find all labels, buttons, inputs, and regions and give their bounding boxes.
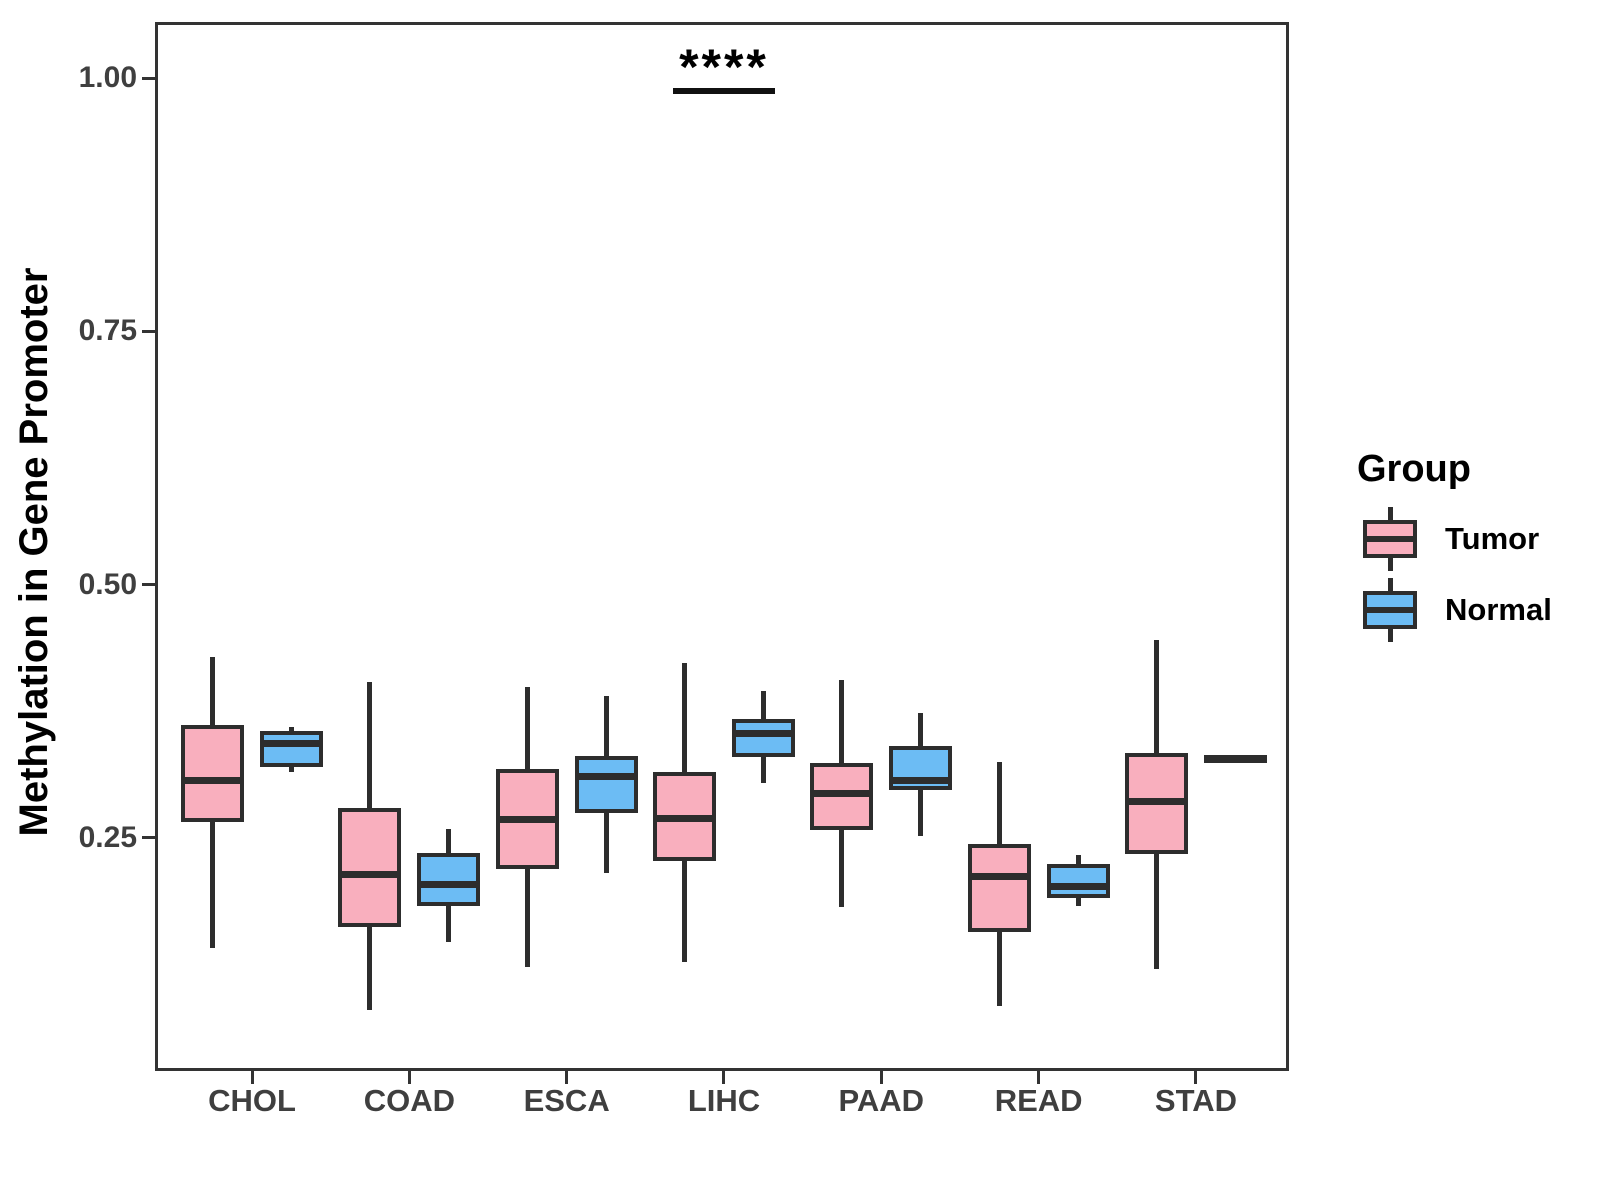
x-tick-label-paad: PAAD xyxy=(838,1083,925,1118)
box-stad-tumor-whisker-high xyxy=(1153,640,1159,757)
x-axis-tick xyxy=(1194,1071,1198,1084)
y-tick-label: 0.75 xyxy=(78,314,137,348)
box-paad-tumor-median xyxy=(810,789,874,797)
box-chol-normal-median xyxy=(260,740,323,748)
legend-key-median xyxy=(1363,536,1417,542)
box-coad-tumor-whisker-high xyxy=(367,681,373,812)
x-tick-label-read: READ xyxy=(994,1083,1083,1118)
legend-item-tumor: Tumor xyxy=(1363,506,1539,572)
box-paad-normal-whisker-high xyxy=(918,713,924,750)
box-lihc-tumor-whisker-low xyxy=(681,857,687,962)
legend-label: Normal xyxy=(1445,592,1552,627)
box-lihc-normal-whisker-low xyxy=(760,752,766,784)
box-lihc-normal-iqr xyxy=(731,719,795,757)
box-read-normal-whisker-low xyxy=(1075,893,1081,906)
legend-key-boxplot-icon xyxy=(1363,578,1417,642)
x-tick-label-esca: ESCA xyxy=(523,1083,610,1118)
box-paad-tumor-whisker-low xyxy=(839,825,845,907)
box-coad-normal-median xyxy=(417,881,481,889)
y-axis-tick xyxy=(142,836,155,840)
y-axis-tick xyxy=(142,76,155,80)
box-chol-tumor-median xyxy=(181,776,244,784)
box-coad-tumor-iqr xyxy=(338,807,402,928)
y-axis-tick xyxy=(142,329,155,333)
box-read-tumor-iqr xyxy=(967,844,1031,933)
box-coad-normal-iqr xyxy=(417,853,481,906)
x-axis-tick xyxy=(722,1071,726,1084)
y-tick-label: 1.00 xyxy=(78,61,137,94)
box-read-normal-whisker-high xyxy=(1075,855,1081,869)
box-lihc-tumor-whisker-high xyxy=(681,662,687,777)
x-tick-label-chol: CHOL xyxy=(208,1083,296,1118)
y-axis-tick xyxy=(142,583,155,587)
legend-key-boxplot-icon xyxy=(1363,507,1417,571)
box-coad-normal-whisker-high xyxy=(446,828,452,858)
box-chol-tumor-iqr xyxy=(181,724,244,822)
legend-key-median xyxy=(1363,607,1417,613)
box-coad-tumor-median xyxy=(338,870,402,878)
box-esca-normal-iqr xyxy=(574,755,638,813)
box-stad-tumor-median xyxy=(1124,797,1188,805)
box-coad-normal-whisker-low xyxy=(446,901,452,943)
x-tick-label-coad: COAD xyxy=(363,1083,455,1118)
legend-label: Tumor xyxy=(1445,521,1540,556)
legend-item-normal: Normal xyxy=(1363,577,1552,643)
significance-bracket xyxy=(672,88,775,95)
box-esca-normal-median xyxy=(574,772,638,780)
box-lihc-normal-whisker-high xyxy=(760,691,766,724)
box-esca-normal-whisker-high xyxy=(603,696,609,760)
x-tick-label-lihc: LIHC xyxy=(687,1083,761,1118)
box-read-tumor-whisker-high xyxy=(996,761,1002,849)
x-axis-tick xyxy=(565,1071,569,1084)
box-chol-normal-iqr xyxy=(260,730,323,767)
box-read-tumor-median xyxy=(967,872,1031,880)
y-tick-label: 0.25 xyxy=(78,820,137,854)
box-paad-tumor-whisker-high xyxy=(839,679,845,768)
box-chol-normal-whisker-high xyxy=(289,726,294,735)
legend-title: Group xyxy=(1357,448,1471,490)
significance-stars: **** xyxy=(679,39,769,96)
box-esca-tumor-median xyxy=(495,816,559,824)
y-tick-label: 0.50 xyxy=(78,567,137,601)
box-read-tumor-whisker-low xyxy=(996,928,1002,1007)
box-paad-normal-median xyxy=(889,776,953,784)
box-esca-normal-whisker-low xyxy=(603,808,609,874)
box-chol-normal-whisker-low xyxy=(289,762,294,773)
box-lihc-tumor-median xyxy=(652,815,716,823)
x-axis-tick xyxy=(1037,1071,1041,1084)
box-esca-tumor-whisker-high xyxy=(524,686,530,774)
x-axis-tick xyxy=(407,1071,411,1084)
box-chol-tumor-whisker-high xyxy=(210,656,215,729)
box-esca-tumor-whisker-low xyxy=(524,865,530,967)
box-lihc-normal-median xyxy=(731,730,795,738)
box-read-normal-median xyxy=(1046,883,1110,891)
box-stad-tumor-whisker-low xyxy=(1153,850,1159,969)
box-stad-normal-median xyxy=(1203,755,1267,763)
box-read-normal-iqr xyxy=(1046,864,1110,898)
x-axis-tick xyxy=(879,1071,883,1084)
x-tick-label-stad: STAD xyxy=(1154,1083,1238,1118)
x-axis-tick xyxy=(250,1071,254,1084)
box-coad-tumor-whisker-low xyxy=(367,923,373,1011)
box-chol-tumor-whisker-low xyxy=(210,817,215,949)
box-paad-normal-whisker-low xyxy=(918,786,924,836)
